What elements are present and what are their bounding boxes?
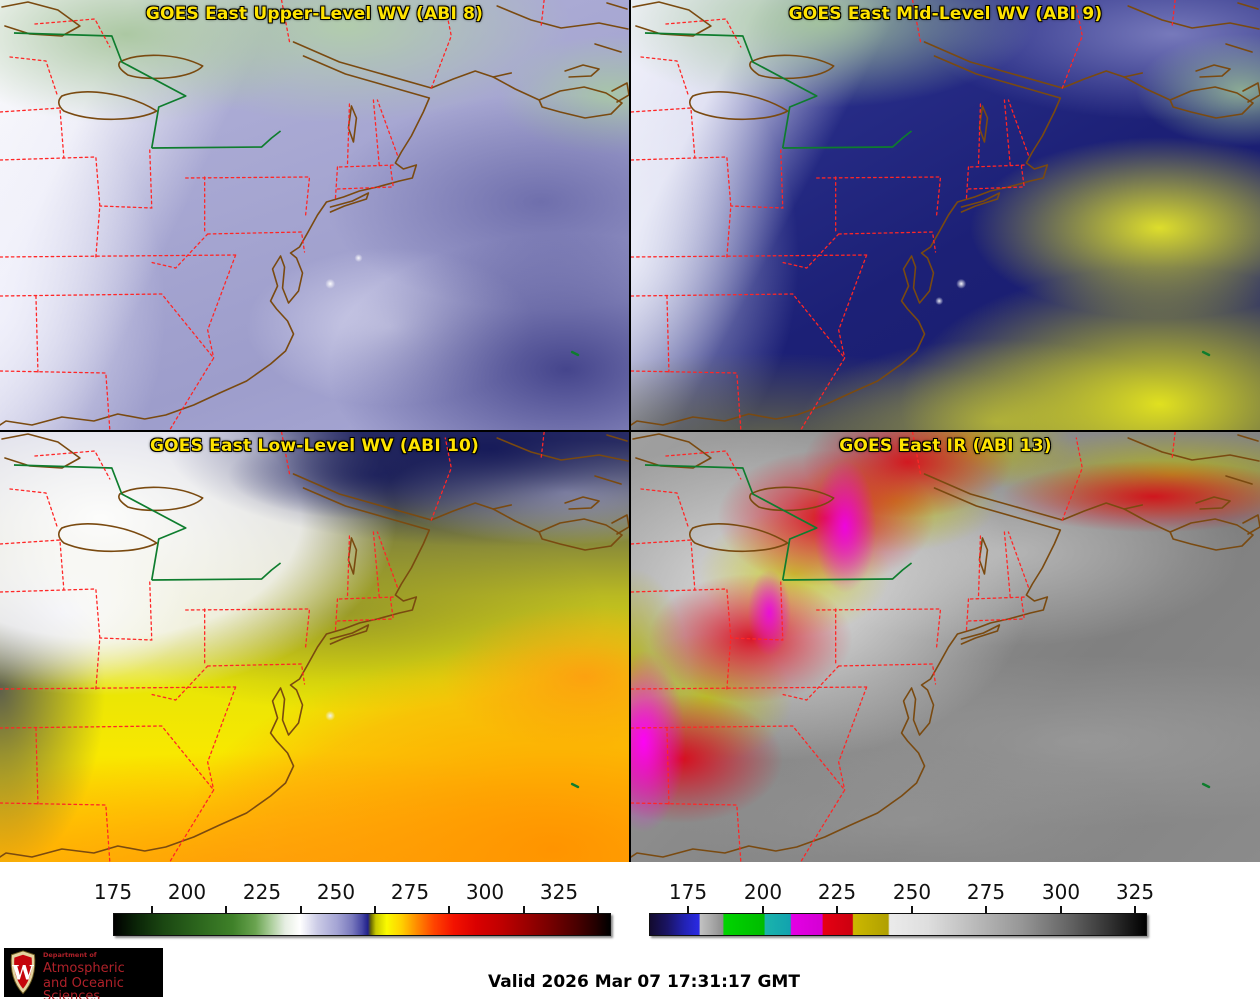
ir-tickmark xyxy=(1134,906,1136,913)
map-boundaries-overlay xyxy=(0,432,629,862)
wv-tickmark xyxy=(374,906,376,913)
wv-tick-label: 250 xyxy=(316,880,356,904)
ir-tickmark xyxy=(1060,906,1062,913)
satellite-panel-grid: GOES East Upper-Level WV (ABI 8) GOES Ea… xyxy=(0,0,1260,862)
logo-department-label: Department of xyxy=(43,951,97,959)
panel-title-abi8: GOES East Upper-Level WV (ABI 8) xyxy=(145,4,484,24)
panel-mid-level-wv: GOES East Mid-Level WV (ABI 9) xyxy=(631,0,1260,430)
valid-time-label: Valid 2026 Mar 07 17:31:17 GMT xyxy=(488,972,800,992)
ir-tickmark xyxy=(911,906,913,913)
ir-tickmark xyxy=(985,906,987,913)
wv-tick-label: 200 xyxy=(167,880,207,904)
wv-tickmark xyxy=(597,906,599,913)
wv-colorbar xyxy=(113,913,611,936)
ir-tick-label: 200 xyxy=(743,880,783,904)
ir-tickmark xyxy=(762,906,764,913)
ir-tick-label: 175 xyxy=(668,880,708,904)
panel-upper-level-wv: GOES East Upper-Level WV (ABI 8) xyxy=(0,0,629,430)
wv-tick-label: 175 xyxy=(93,880,133,904)
wv-tickmark xyxy=(523,906,525,913)
wv-tickmark xyxy=(448,906,450,913)
ir-colorbar xyxy=(649,913,1147,936)
panel-title-abi13: GOES East IR (ABI 13) xyxy=(839,436,1052,456)
wv-tick-label: 300 xyxy=(465,880,505,904)
wv-tick-label: 325 xyxy=(539,880,579,904)
panel-title-abi9: GOES East Mid-Level WV (ABI 9) xyxy=(788,4,1103,24)
map-boundaries-overlay xyxy=(631,0,1260,430)
panel-infrared: GOES East IR (ABI 13) xyxy=(631,432,1260,862)
panel-low-level-wv: GOES East Low-Level WV (ABI 10) xyxy=(0,432,629,862)
ir-tickmark xyxy=(836,906,838,913)
panel-title-abi10: GOES East Low-Level WV (ABI 10) xyxy=(149,436,479,456)
ir-tick-label: 275 xyxy=(966,880,1006,904)
map-boundaries-overlay xyxy=(0,0,629,430)
logo-line2: and Oceanic Sciences xyxy=(43,975,124,999)
wv-tick-label: 275 xyxy=(390,880,430,904)
ir-tick-label: 300 xyxy=(1041,880,1081,904)
ir-tick-label: 325 xyxy=(1115,880,1155,904)
ir-tickmark xyxy=(687,906,689,913)
ir-tick-label: 225 xyxy=(817,880,857,904)
uw-aos-logo: W Department of Atmospheric and Oceanic … xyxy=(4,948,163,999)
wv-tickmark xyxy=(151,906,153,913)
wv-tickmark xyxy=(225,906,227,913)
ir-tick-label: 250 xyxy=(892,880,932,904)
logo-line1: Atmospheric xyxy=(43,960,125,976)
footer: 175 200 225 250 275 300 325 175 200 225 … xyxy=(0,862,1260,999)
wv-tick-label: 225 xyxy=(242,880,282,904)
uw-crest-icon: W xyxy=(10,950,36,995)
map-boundaries-overlay xyxy=(631,432,1260,862)
uw-monogram: W xyxy=(11,962,34,985)
wv-tickmark xyxy=(300,906,302,913)
